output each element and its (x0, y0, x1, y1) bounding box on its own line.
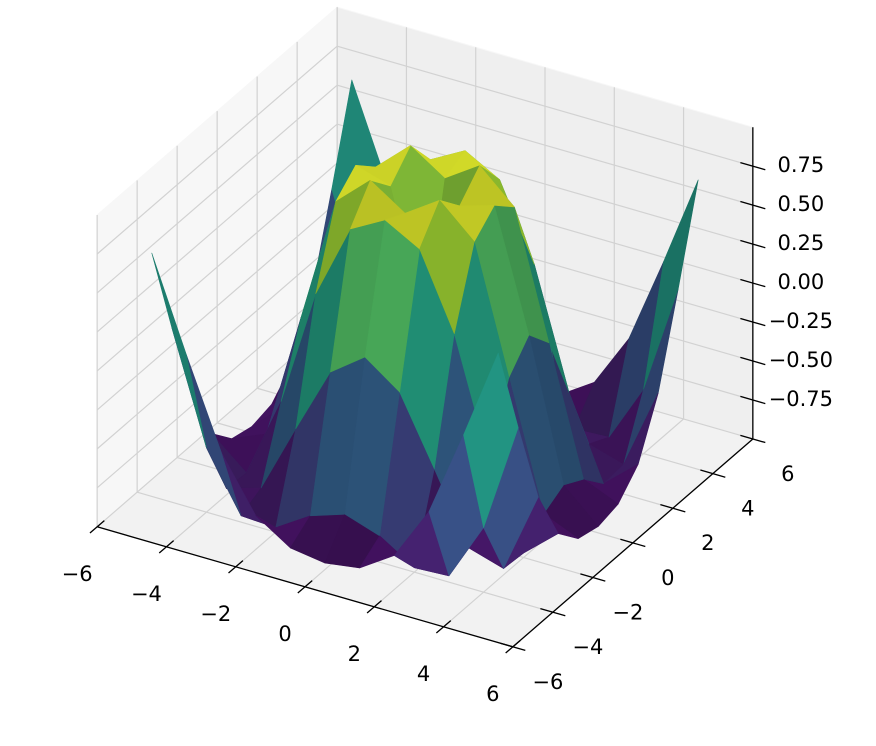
z-tick (740, 356, 766, 366)
z-tick (740, 239, 766, 249)
x-tick (297, 580, 313, 594)
z-tick-label: −0.50 (769, 348, 833, 372)
surface-facet (463, 352, 519, 528)
z-tick (740, 161, 766, 171)
y-tick-label: 6 (781, 462, 794, 486)
z-tick-label: −0.75 (769, 387, 833, 411)
grid-line (96, 123, 754, 333)
z-tick-label: 0.00 (777, 270, 824, 294)
z-tick (740, 200, 766, 210)
x-tick-label: 2 (348, 642, 361, 666)
z-tick (740, 278, 766, 288)
x-tick-label: 6 (486, 682, 499, 706)
y-tick (740, 434, 766, 444)
x-tick-label: −2 (200, 602, 231, 626)
x-tick (366, 600, 382, 614)
z-tick-label: 0.50 (777, 192, 824, 216)
x-tick (89, 520, 105, 534)
y-tick (620, 538, 646, 548)
surface-facet (151, 252, 207, 448)
y-tick (700, 469, 726, 478)
y-tick (540, 607, 566, 617)
y-tick (500, 642, 526, 652)
x-tick (228, 560, 244, 574)
y-tick-label: 2 (701, 531, 714, 555)
y-tick (660, 504, 686, 513)
y-tick-label: −4 (572, 635, 603, 659)
x-tick-label: −4 (131, 582, 162, 606)
z-tick-label: −0.25 (769, 309, 833, 333)
grid-line (96, 84, 754, 294)
z-tick (740, 395, 766, 405)
z-tick (740, 317, 766, 327)
x-tick-label: 0 (278, 622, 291, 646)
x-tick-label: 4 (417, 662, 430, 686)
y-tick-label: −6 (532, 670, 563, 694)
y-tick-label: 4 (741, 497, 754, 521)
z-tick-label: 0.25 (777, 231, 824, 255)
y-tick-label: 0 (661, 566, 674, 590)
z-tick-label: 0.75 (777, 153, 824, 177)
surface-facet (643, 179, 699, 390)
grid-line (96, 45, 754, 255)
x-tick (158, 540, 175, 554)
y-tick (580, 573, 606, 582)
surface-facet (419, 200, 475, 334)
x-tick-label: −6 (62, 562, 93, 586)
y-tick-label: −2 (612, 601, 643, 625)
x-tick (435, 620, 452, 634)
grid-line (136, 180, 554, 613)
